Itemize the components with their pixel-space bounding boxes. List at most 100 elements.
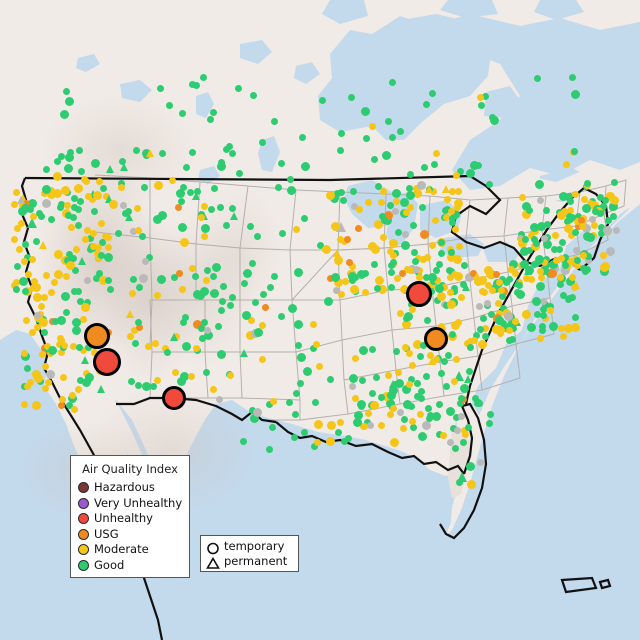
station-marker-temporary[interactable] [71, 194, 79, 202]
station-marker-temporary[interactable] [448, 248, 456, 256]
station-marker-temporary[interactable] [417, 410, 425, 418]
station-marker-temporary[interactable] [65, 96, 75, 106]
station-marker-temporary[interactable] [422, 421, 432, 431]
station-marker-temporary[interactable] [162, 345, 170, 353]
station-marker-temporary[interactable] [260, 290, 268, 298]
station-marker-temporary[interactable] [455, 187, 463, 195]
station-marker-temporary[interactable] [60, 185, 70, 195]
station-marker-temporary[interactable] [405, 185, 413, 192]
station-marker-temporary[interactable] [104, 276, 112, 284]
station-marker-permanent[interactable] [126, 309, 135, 318]
station-marker-temporary[interactable] [469, 161, 479, 171]
station-marker-temporary[interactable] [217, 161, 227, 171]
station-marker-temporary[interactable] [604, 217, 612, 225]
station-marker-temporary[interactable] [66, 149, 74, 157]
station-marker-temporary[interactable] [248, 317, 256, 325]
station-marker-temporary[interactable] [337, 290, 345, 298]
station-marker-temporary[interactable] [293, 320, 303, 330]
station-marker-temporary[interactable] [266, 400, 274, 408]
station-marker-temporary[interactable] [557, 280, 565, 288]
station-marker-temporary[interactable] [90, 242, 98, 250]
station-marker-temporary[interactable] [537, 267, 545, 275]
station-marker-temporary[interactable] [99, 239, 107, 247]
station-marker-temporary[interactable] [450, 424, 458, 432]
station-marker-temporary[interactable] [266, 284, 274, 292]
station-marker-temporary[interactable] [93, 249, 101, 257]
station-marker-temporary[interactable] [350, 188, 358, 196]
station-marker-temporary[interactable] [574, 256, 582, 264]
station-marker-temporary[interactable] [599, 251, 607, 259]
station-marker-temporary[interactable] [55, 340, 63, 348]
station-marker-temporary[interactable] [381, 392, 391, 402]
station-marker-temporary[interactable] [446, 273, 454, 281]
station-marker-temporary[interactable] [209, 109, 217, 117]
station-marker-temporary[interactable] [22, 241, 30, 249]
station-marker-temporary[interactable] [402, 315, 410, 323]
station-marker-temporary[interactable] [207, 205, 215, 213]
highlighted-station-great-lakes-indiana[interactable] [406, 281, 432, 307]
station-marker-temporary[interactable] [23, 382, 31, 390]
station-marker-temporary[interactable] [452, 172, 460, 180]
station-marker-temporary[interactable] [450, 284, 458, 292]
station-marker-temporary[interactable] [597, 224, 605, 232]
station-marker-temporary[interactable] [20, 204, 30, 214]
station-marker-temporary[interactable] [310, 443, 318, 451]
station-marker-temporary[interactable] [584, 257, 592, 265]
station-marker-temporary[interactable] [82, 378, 92, 388]
station-marker-temporary[interactable] [127, 333, 135, 341]
station-marker-temporary[interactable] [423, 316, 431, 324]
station-marker-temporary[interactable] [42, 199, 52, 209]
station-marker-temporary[interactable] [393, 198, 401, 206]
station-marker-temporary[interactable] [48, 215, 56, 223]
station-marker-temporary[interactable] [63, 88, 71, 96]
station-marker-temporary[interactable] [474, 161, 482, 169]
station-marker-temporary[interactable] [357, 269, 367, 279]
station-marker-temporary[interactable] [310, 320, 318, 328]
station-marker-temporary[interactable] [443, 382, 451, 390]
station-marker-temporary[interactable] [378, 199, 386, 207]
station-marker-temporary[interactable] [560, 208, 568, 216]
station-marker-temporary[interactable] [560, 333, 568, 341]
station-marker-temporary[interactable] [138, 233, 146, 241]
station-marker-temporary[interactable] [132, 339, 140, 347]
station-marker-temporary[interactable] [440, 358, 448, 366]
station-marker-temporary[interactable] [458, 412, 466, 420]
station-marker-temporary[interactable] [507, 265, 515, 273]
station-marker-temporary[interactable] [189, 149, 197, 157]
station-marker-temporary[interactable] [571, 314, 579, 322]
station-marker-temporary[interactable] [355, 206, 363, 214]
station-marker-temporary[interactable] [35, 209, 43, 217]
station-marker-temporary[interactable] [153, 292, 161, 300]
station-marker-temporary[interactable] [60, 291, 70, 301]
station-marker-temporary[interactable] [215, 395, 223, 403]
station-marker-temporary[interactable] [508, 260, 518, 270]
station-marker-temporary[interactable] [388, 79, 396, 87]
station-marker-temporary[interactable] [99, 184, 107, 192]
station-marker-temporary[interactable] [466, 461, 476, 471]
station-marker-temporary[interactable] [553, 256, 561, 264]
station-marker-temporary[interactable] [583, 231, 593, 241]
station-marker-temporary[interactable] [270, 272, 278, 280]
station-marker-temporary[interactable] [464, 273, 474, 283]
station-marker-temporary[interactable] [170, 274, 178, 282]
station-marker-temporary[interactable] [226, 143, 234, 151]
station-marker-temporary[interactable] [193, 82, 201, 90]
station-marker-temporary[interactable] [164, 348, 172, 356]
station-marker-temporary[interactable] [80, 302, 90, 312]
station-marker-temporary[interactable] [326, 375, 334, 383]
station-marker-temporary[interactable] [456, 242, 464, 250]
station-marker-temporary[interactable] [437, 322, 445, 330]
station-marker-temporary[interactable] [566, 198, 574, 206]
station-marker-temporary[interactable] [451, 210, 461, 220]
station-marker-temporary[interactable] [489, 287, 497, 295]
station-marker-temporary[interactable] [370, 156, 378, 164]
station-marker-temporary[interactable] [521, 236, 529, 244]
station-marker-temporary[interactable] [447, 288, 455, 296]
station-marker-temporary[interactable] [32, 238, 40, 246]
station-marker-temporary[interactable] [532, 296, 542, 306]
station-marker-temporary[interactable] [400, 197, 410, 207]
station-marker-temporary[interactable] [498, 292, 506, 300]
station-marker-temporary[interactable] [340, 438, 348, 446]
station-marker-temporary[interactable] [175, 270, 183, 278]
station-marker-temporary[interactable] [85, 344, 93, 352]
